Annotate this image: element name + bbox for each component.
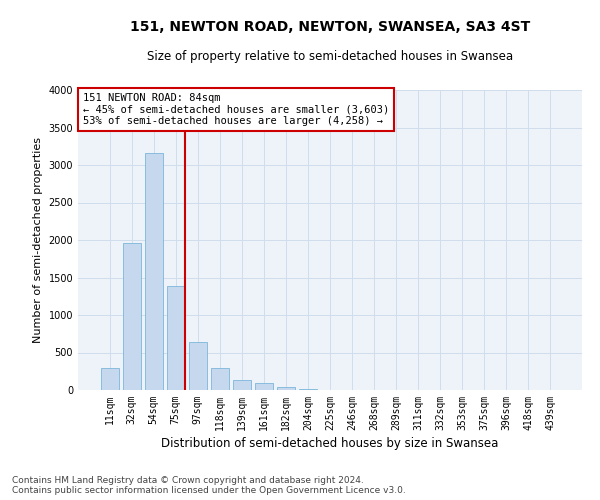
Text: Contains HM Land Registry data © Crown copyright and database right 2024.
Contai: Contains HM Land Registry data © Crown c… — [12, 476, 406, 495]
Bar — [277, 388, 295, 390]
Bar — [189, 342, 206, 390]
Bar — [255, 383, 273, 390]
Bar — [101, 368, 119, 390]
Text: Size of property relative to semi-detached houses in Swansea: Size of property relative to semi-detach… — [147, 50, 513, 63]
Bar — [167, 286, 185, 390]
X-axis label: Distribution of semi-detached houses by size in Swansea: Distribution of semi-detached houses by … — [161, 437, 499, 450]
Text: 151, NEWTON ROAD, NEWTON, SWANSEA, SA3 4ST: 151, NEWTON ROAD, NEWTON, SWANSEA, SA3 4… — [130, 20, 530, 34]
Bar — [299, 389, 317, 390]
Bar — [123, 243, 140, 390]
Bar — [145, 153, 163, 390]
Bar — [211, 368, 229, 390]
Text: 151 NEWTON ROAD: 84sqm
← 45% of semi-detached houses are smaller (3,603)
53% of : 151 NEWTON ROAD: 84sqm ← 45% of semi-det… — [83, 93, 389, 126]
Y-axis label: Number of semi-detached properties: Number of semi-detached properties — [33, 137, 43, 343]
Bar — [233, 380, 251, 390]
